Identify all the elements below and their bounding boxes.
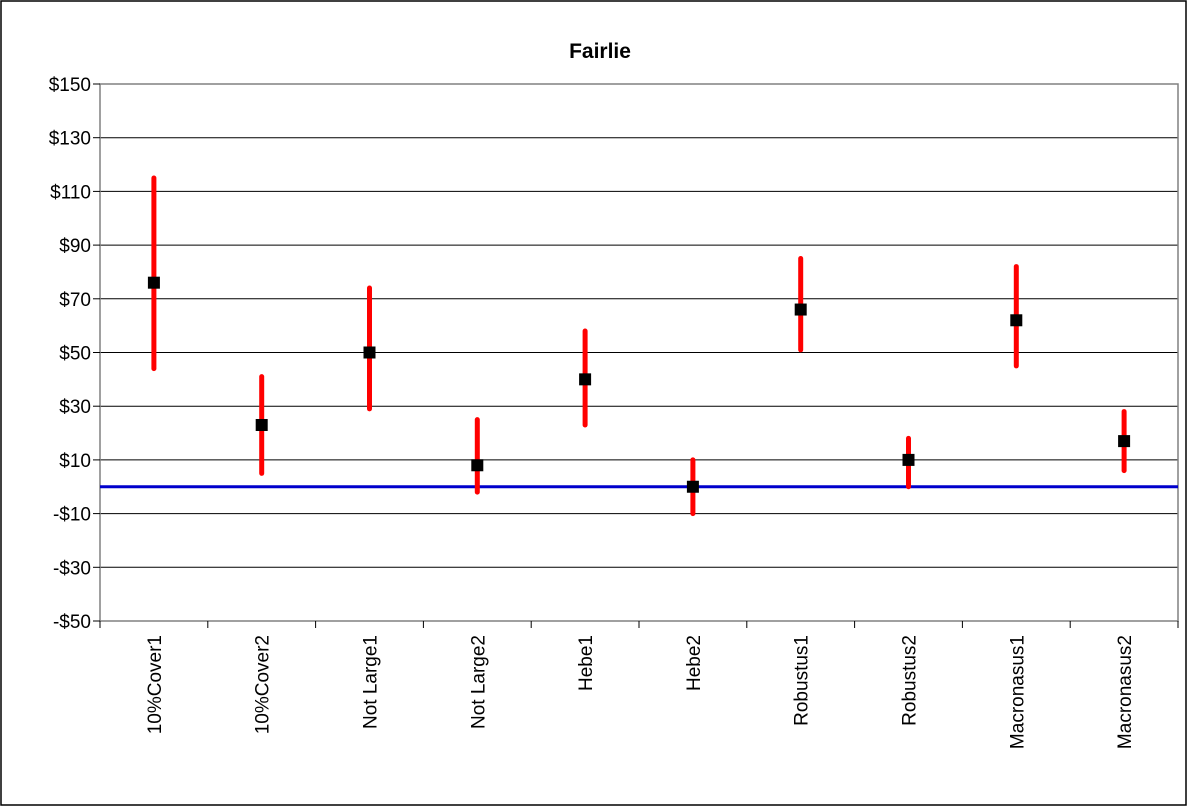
data-point <box>1010 314 1023 327</box>
x-tick-label: Macronasus2 <box>1115 635 1136 749</box>
x-tick-label: Not Large2 <box>468 635 489 729</box>
data-point <box>794 303 807 316</box>
x-tick-label: Robustus1 <box>792 635 813 726</box>
x-axis: 10%Cover1 10%Cover2 Not Large1 Not Large2 He… <box>99 621 1179 749</box>
y-tick-label: $90 <box>59 236 91 257</box>
y-tick-label: $70 <box>59 290 91 311</box>
data-point <box>902 453 915 466</box>
y-tick-label: $110 <box>50 182 91 203</box>
data-point <box>255 418 268 431</box>
chart-title: Fairlie <box>569 40 631 63</box>
x-tick-label: Robustus2 <box>900 635 921 726</box>
gridlines <box>100 137 1178 568</box>
x-tick-label: 10%Cover1 <box>145 635 166 734</box>
y-tick-label: $150 <box>49 75 91 96</box>
y-tick-label: $10 <box>59 451 91 472</box>
data-point <box>579 373 592 386</box>
data-point <box>471 459 484 472</box>
x-tick-label: Macronasus1 <box>1007 635 1028 749</box>
x-tick-label: Hebe1 <box>576 635 597 691</box>
y-tick-label: $30 <box>59 397 91 418</box>
x-tick-label: Hebe2 <box>684 635 705 691</box>
y-axis: $150 $130 $110 $90 $70 $50 $30 $10 -$10 -$30 -$50 <box>49 75 100 633</box>
y-tick-label: $50 <box>59 344 91 365</box>
y-tick-label: -$10 <box>53 505 91 526</box>
y-tick-label: -$30 <box>53 558 91 579</box>
data-point <box>686 480 699 493</box>
x-tick-label: 10%Cover2 <box>253 635 274 734</box>
y-tick-label: -$50 <box>53 612 91 633</box>
y-tick-label: $130 <box>49 129 91 150</box>
x-tick-label: Not Large1 <box>361 635 382 729</box>
data-point <box>147 276 160 289</box>
data-markers <box>147 276 1131 493</box>
data-point <box>1118 435 1131 448</box>
data-point <box>363 346 376 359</box>
